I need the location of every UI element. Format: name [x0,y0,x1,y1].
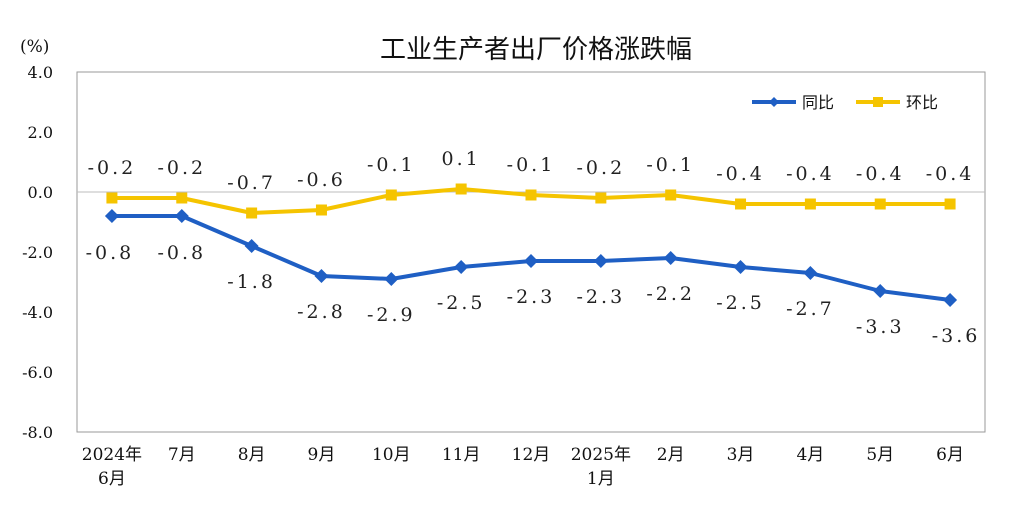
data-label-yoy: -2.3 [507,286,556,308]
data-label-mom: -0.4 [926,163,975,185]
data-point-yoy [593,254,608,268]
legend: 同比 环比 [752,93,938,112]
data-point-mom [944,198,956,210]
data-point-yoy [733,260,748,274]
data-label-yoy: -0.8 [157,242,206,264]
data-point-yoy [244,239,259,253]
data-label-mom: -0.1 [646,154,695,176]
data-point-yoy [803,266,818,280]
x-tick-label: 3月 [727,445,755,465]
data-point-mom [385,189,397,201]
data-label-yoy: -2.8 [297,301,346,323]
data-point-mom [106,192,118,204]
x-tick-label: 2月 [657,445,685,465]
data-label-yoy: -2.3 [577,286,626,308]
y-tick-label: 2.0 [28,123,53,142]
y-tick-label: -6.0 [22,363,53,382]
data-label-mom: 0.1 [442,148,481,170]
x-tick-label: 8月 [238,445,266,465]
x-tick-label: 5月 [866,445,894,465]
data-label-yoy: -2.5 [716,292,765,314]
x-tick-label: 12月 [512,445,551,465]
data-label-mom: -0.4 [856,163,905,185]
legend-label: 环比 [906,93,938,112]
x-tick-label: 2024年 6月 [82,445,142,489]
data-point-yoy [384,272,399,286]
data-point-yoy [943,293,958,307]
x-tick-label: 7月 [168,445,196,465]
data-label-yoy: -1.8 [227,271,276,293]
x-tick-label: 11月 [442,445,481,465]
data-label-yoy: -2.7 [786,298,835,320]
y-axis-ticks: 4.0 2.0 0.0 -2.0 -4.0 -6.0 -8.0 [22,63,53,442]
x-tick-label: 9月 [308,445,336,465]
x-tick-label: 10月 [372,445,411,465]
data-label-yoy: -0.8 [86,242,135,264]
data-label-mom: -0.7 [227,172,276,194]
data-label-mom: -0.2 [157,157,206,179]
data-point-yoy [174,209,189,223]
y-tick-label: -2.0 [22,243,53,262]
data-point-yoy [663,251,678,265]
data-label-mom: -0.4 [716,163,765,185]
data-point-mom [525,189,537,201]
chart-title: 工业生产者出厂价格涨跌幅 [380,35,692,65]
legend-swatch-marker [873,97,883,107]
data-label-mom: -0.1 [367,154,416,176]
y-tick-label: -8.0 [22,423,53,442]
data-label-yoy: -2.9 [367,304,416,326]
x-axis-ticks: 2024年 6月 7月 8月 9月 10月 11月 12月 2025年 1月 2月 3月 4月 5月 6月 [82,445,964,489]
data-label-mom: -0.4 [786,163,835,185]
data-point-yoy [524,254,538,268]
data-label-mom: -0.2 [88,157,137,179]
data-label-yoy: -3.3 [856,316,905,338]
data-point-yoy [104,209,119,223]
data-point-mom [804,198,816,210]
data-point-mom [874,198,886,210]
data-point-mom [176,192,188,204]
data-point-mom [665,189,677,201]
y-tick-label: 0.0 [28,183,53,202]
legend-label: 同比 [802,93,834,112]
data-label-mom: -0.1 [507,154,556,176]
data-label-mom: -0.2 [577,157,626,179]
data-labels: -0.8 -0.8 -1.8 -2.8 -2.9 -2.5 -2.3 -2.3 -2.2 -2.5… [86,148,981,347]
data-point-mom [455,183,467,195]
data-point-yoy [314,269,329,283]
data-point-yoy [454,260,469,274]
data-point-mom [315,204,327,216]
x-tick-label: 2025年 1月 [571,445,631,489]
data-point-yoy [873,284,888,298]
series-layer [104,183,958,307]
plot-frame [76,71,986,433]
x-tick-label: 4月 [796,445,824,465]
y-tick-label: -4.0 [22,303,53,322]
y-tick-label: 4.0 [28,63,53,82]
data-point-mom [246,207,258,219]
x-tick-label: 6月 [936,445,964,465]
data-label-yoy: -2.5 [437,292,486,314]
y-axis-unit: (%) [20,37,49,57]
legend-swatch-marker [769,97,779,107]
data-label-yoy: -2.2 [646,283,695,305]
data-label-mom: -0.6 [297,169,346,191]
data-point-mom [595,192,607,204]
data-label-yoy: -3.6 [932,325,981,347]
data-point-mom [735,198,747,210]
